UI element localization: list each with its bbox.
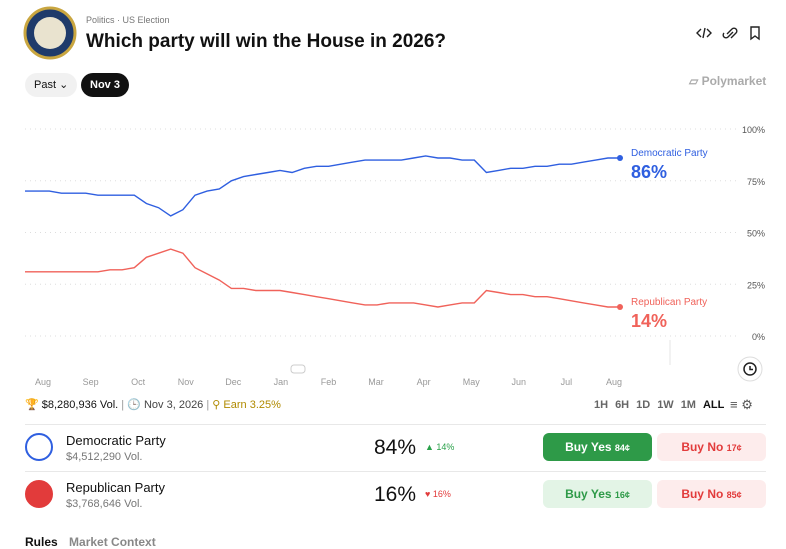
earn: ⚲ Earn 3.25% — [212, 399, 281, 411]
y-tick-label: 25% — [747, 280, 765, 290]
buy-no[interactable]: Buy No 17¢ — [657, 433, 766, 461]
yes-price: 16¢ — [614, 490, 630, 500]
change-value: 14% — [436, 442, 455, 452]
brand: ▱ Polymarket — [689, 74, 767, 88]
x-tick-label: Feb — [321, 377, 337, 387]
x-tick-label: Jul — [561, 377, 573, 387]
series-current: 14% — [631, 311, 667, 331]
range-tab[interactable]: 1H — [594, 399, 609, 411]
volume: $8,280,936 Vol. — [41, 399, 119, 411]
range-tab[interactable]: 1W — [657, 399, 674, 411]
buy-yes[interactable]: Buy Yes 84¢ — [543, 433, 652, 461]
x-tick-label: Sep — [83, 377, 99, 387]
line — [25, 248, 620, 308]
end-dot — [617, 304, 623, 311]
y-tick-label: 75% — [747, 177, 765, 187]
title: Which party will win the House in 2026? — [86, 31, 447, 52]
x-tick-label: Jan — [274, 377, 289, 387]
x-tick-label: Dec — [225, 377, 242, 387]
tab-label: Past — [34, 79, 57, 91]
y-tick-label: 0% — [752, 332, 765, 342]
no-price: 85¢ — [726, 490, 742, 500]
x-tick-label: Jun — [512, 377, 527, 387]
party-volume: $4,512,290 Vol. — [66, 451, 143, 463]
chart-settings[interactable]: ≡ ⚙ — [730, 397, 753, 412]
brand-name: Polymarket — [701, 74, 767, 88]
crumb[interactable]: Politics — [86, 15, 115, 25]
buy-yes[interactable]: Buy Yes 16¢ — [543, 480, 652, 508]
tab-active[interactable]: Nov 3 — [81, 73, 129, 97]
y-tick-label: 100% — [742, 125, 765, 135]
no-price: 17¢ — [726, 443, 742, 453]
buy-yes-label: Buy Yes — [565, 440, 612, 454]
change-value: 16% — [432, 489, 451, 499]
end-date: Nov 3, 2026 — [143, 399, 204, 411]
yes-price: 84¢ — [614, 443, 630, 453]
outcome-row: Democratic Party $4,512,290 Vol. 84% ▲ 14% B… — [25, 424, 766, 471]
x-tick-label: Aug — [35, 377, 51, 387]
x-tick-label: May — [463, 377, 481, 387]
party-name: Republican Party — [66, 480, 165, 495]
buy-no[interactable]: Buy No 85¢ — [657, 480, 766, 508]
buy-yes-label: Buy Yes — [565, 487, 612, 501]
party-name: Democratic Party — [66, 433, 166, 448]
tab[interactable]: Past ⌄ — [25, 73, 78, 97]
earn-label: Earn 3.25% — [223, 399, 281, 411]
x-tick-label: Oct — [131, 377, 146, 387]
series-label: Republican Party — [631, 297, 707, 308]
x-tick-label: Apr — [417, 377, 431, 387]
change: ♥ 16% — [425, 489, 451, 499]
range-tabs: 1H 6H 1D 1W 1M ALL — [594, 399, 724, 411]
chance: 16% — [374, 483, 417, 506]
range-tab[interactable]: 6H — [615, 399, 630, 411]
embed-icon[interactable] — [696, 27, 712, 39]
x-tick-label: Aug — [606, 377, 622, 387]
stats: 🏆 $8,280,936 Vol. | 🕒 Nov 3, 2026 | ⚲ Ea… — [25, 399, 281, 411]
party-icon — [25, 433, 53, 461]
breadcrumb: Politics · US Election — [86, 15, 170, 25]
header-icons — [696, 26, 760, 41]
line — [25, 155, 620, 217]
tab[interactable]: Rules — [25, 535, 58, 549]
buy-no-label: Buy No — [681, 440, 724, 454]
bottom-tabs: Rules Market Context — [25, 535, 156, 549]
buy-no-label: Buy No — [681, 487, 724, 501]
party-volume: $3,768,646 Vol. — [66, 498, 143, 510]
scroll-handle[interactable] — [290, 364, 306, 374]
party-icon — [25, 480, 53, 508]
series-label: Democratic Party — [631, 148, 708, 159]
range-tab[interactable]: 1D — [636, 399, 651, 411]
tab[interactable]: Market Context — [69, 535, 156, 549]
range-tab[interactable]: 1M — [680, 399, 696, 411]
clock-hands — [749, 366, 753, 371]
change: ▲ 14% — [425, 442, 455, 452]
y-tick-label: 50% — [747, 229, 765, 239]
series-current: 86% — [631, 162, 667, 182]
clock-icon — [743, 362, 757, 376]
x-tick-label: Mar — [368, 377, 384, 387]
market-logo-seal — [34, 17, 66, 49]
bookmark-icon[interactable] — [750, 26, 760, 41]
chance: 84% — [374, 436, 417, 459]
link-icon[interactable] — [722, 27, 738, 39]
end-dot — [617, 154, 623, 161]
chart: 0% 25% 50% 75% 100% Aug Sep Oct Nov Dec Jan Feb Mar A… — [23, 6, 765, 387]
crumb[interactable]: US Election — [122, 15, 170, 25]
range-tab[interactable]: ALL — [702, 399, 725, 411]
x-tick-label: Nov — [178, 377, 195, 387]
outcome-row: Republican Party $3,768,646 Vol. 16% ♥ 16% B… — [25, 471, 766, 518]
